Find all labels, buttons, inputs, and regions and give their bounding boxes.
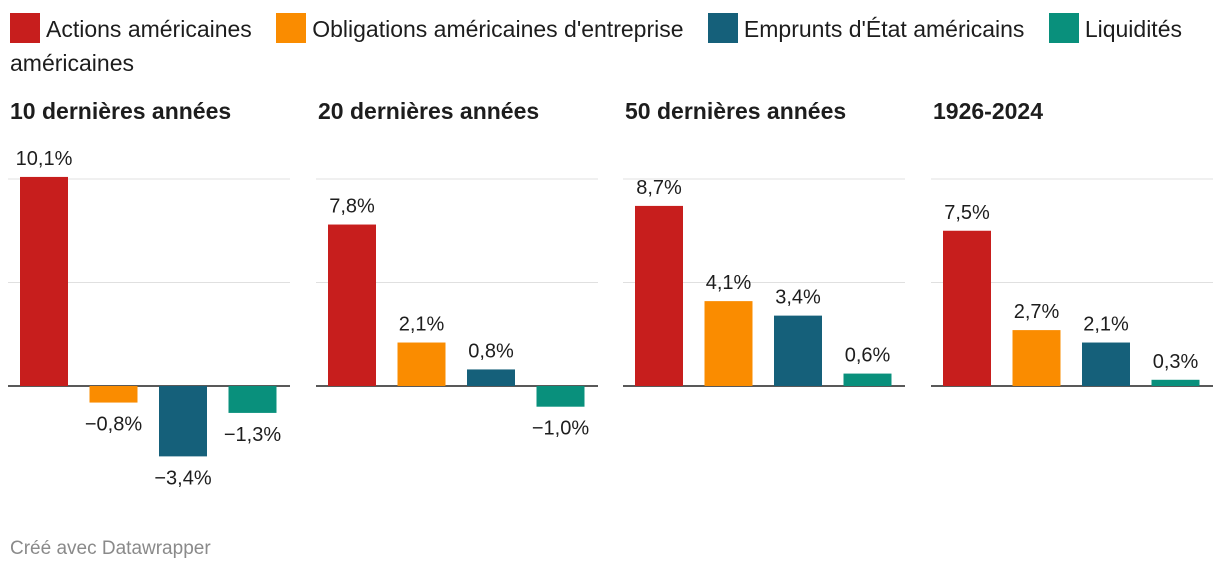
value-label: −3,4% [154,467,211,489]
legend-item-us-stocks: Actions américaines [10,13,252,43]
value-label: 0,3% [1153,351,1199,373]
panel-title: 50 dernières années [625,98,847,124]
bar-actions-americaines [943,230,991,386]
panel-title: 10 dernières années [10,98,232,124]
panel-50-years: 50 dernières années 8,7% 4,1% 3,4% 0,6% [623,96,913,516]
bar-liquidites-americaines [843,373,892,386]
bar-liquidites-americaines [536,386,585,407]
legend-item-cash: Liquidités américaines [10,13,1182,76]
bar-obligations-americaines-d-entreprise [704,301,753,386]
legend-swatch [1048,13,1079,43]
bar-liquidites-americaines [228,386,277,413]
legend-swatch [276,13,307,43]
value-label: −0,8% [85,414,142,436]
panel-title: 1926-2024 [933,98,1043,124]
bar-obligations-americaines-d-entreprise [89,386,138,403]
panel-title: 20 dernières années [318,98,540,124]
value-label: 2,1% [1083,314,1129,336]
legend-label: Actions américaines [46,16,252,42]
legend-swatch [10,13,40,43]
value-label: −1,0% [532,418,589,440]
legend-label: Obligations américaines d'entreprise [312,16,684,42]
value-label: 7,5% [944,202,990,224]
value-label: 0,8% [468,340,514,362]
bar-liquidites-americaines [1151,379,1200,386]
legend-item-treasuries: Emprunts d'État américains [707,13,1025,43]
value-label: −1,3% [224,424,281,446]
chart-legend: Actions américaines Obligations américai… [10,12,1215,80]
bar-actions-americaines [20,176,68,386]
chart-panels: 10 dernières années 10,1% −0,8% −3,4% −1,3%… [0,96,1220,516]
value-label: 4,1% [706,272,752,294]
bar-obligations-americaines-d-entreprise [1012,330,1061,386]
bar-emprunts-d-etat-americains [1082,342,1130,386]
legend-label: Emprunts d'État américains [743,16,1025,42]
bar-chart-svg: 8,7% 4,1% 3,4% 0,6% [623,177,905,387]
value-label: 3,4% [775,287,821,309]
credit-footer: Créé avec Datawrapper [10,538,211,559]
bar-emprunts-d-etat-americains [159,386,207,457]
value-label: 2,7% [1014,301,1060,323]
bar-obligations-americaines-d-entreprise [397,342,446,386]
bar-actions-americaines [635,205,683,386]
bar-emprunts-d-etat-americains [774,315,822,386]
bar-actions-americaines [328,224,376,386]
legend-swatch [707,13,738,43]
value-label: 2,1% [399,314,445,336]
bar-chart-svg: 7,8% 2,1% 0,8% −1,0% [316,178,598,440]
bar-emprunts-d-etat-americains [467,369,515,386]
value-label: 7,8% [329,196,375,218]
panel-1926-2024: 1926-2024 7,5% 2,7% 2,1% 0,3% [931,96,1220,516]
legend-label: Liquidités américaines [10,16,1182,76]
bar-chart-svg: 7,5% 2,7% 2,1% 0,3% [931,178,1213,387]
panel-20-years: 20 dernières années 7,8% 2,1% 0,8% −1,0% [316,96,606,516]
panel-10-years: 10 dernières années 10,1% −0,8% −3,4% −1,3% [8,96,298,516]
value-label: 10,1% [16,148,73,170]
value-label: 0,6% [845,345,891,367]
value-label: 8,7% [636,177,682,199]
bar-chart-svg: 10,1% −0,8% −3,4% −1,3% [8,148,290,489]
legend-item-corporate-bonds: Obligations américaines d'entreprise [276,13,684,43]
